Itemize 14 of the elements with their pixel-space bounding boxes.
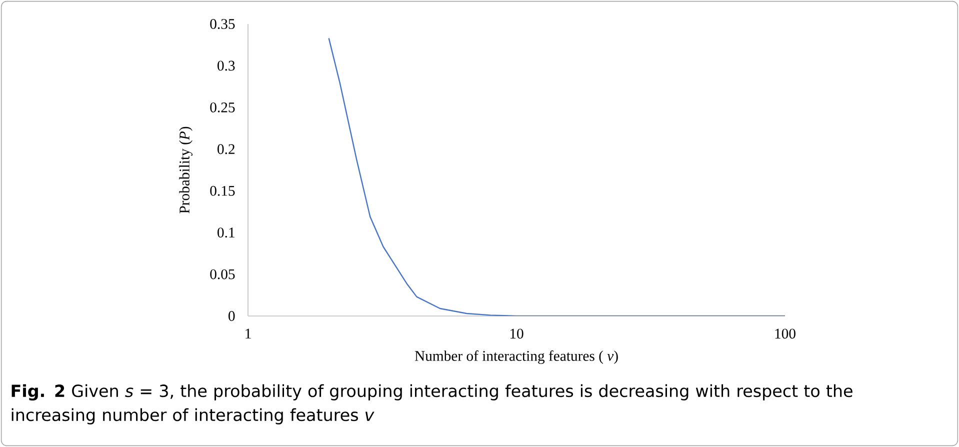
text: Fig. 2 Given s = 3, the probability of grouping interacting features is decreasing with respect to the increasing number of interacting features v [12, 384, 852, 424]
x-axis-title: Number of interacting features ( v) [414, 350, 618, 364]
x-tick-label: 100 [775, 328, 796, 339]
y-tick-label: 0 [228, 311, 235, 321]
y-axis-title: Probability (P) [179, 126, 192, 214]
y-tick-label: 0.3 [218, 60, 235, 71]
y-tick-label: 0.25 [210, 102, 235, 112]
y-tick-label: 0.05 [210, 269, 235, 280]
y-tick-label: 0.15 [210, 186, 235, 196]
y-tick-label: 0.2 [218, 144, 234, 154]
x-tick-label: 1 [246, 328, 251, 338]
x-tick-label: 10 [510, 328, 524, 339]
y-tick-label: 0.35 [210, 19, 235, 29]
y-tick-label: 0.1 [218, 228, 234, 238]
